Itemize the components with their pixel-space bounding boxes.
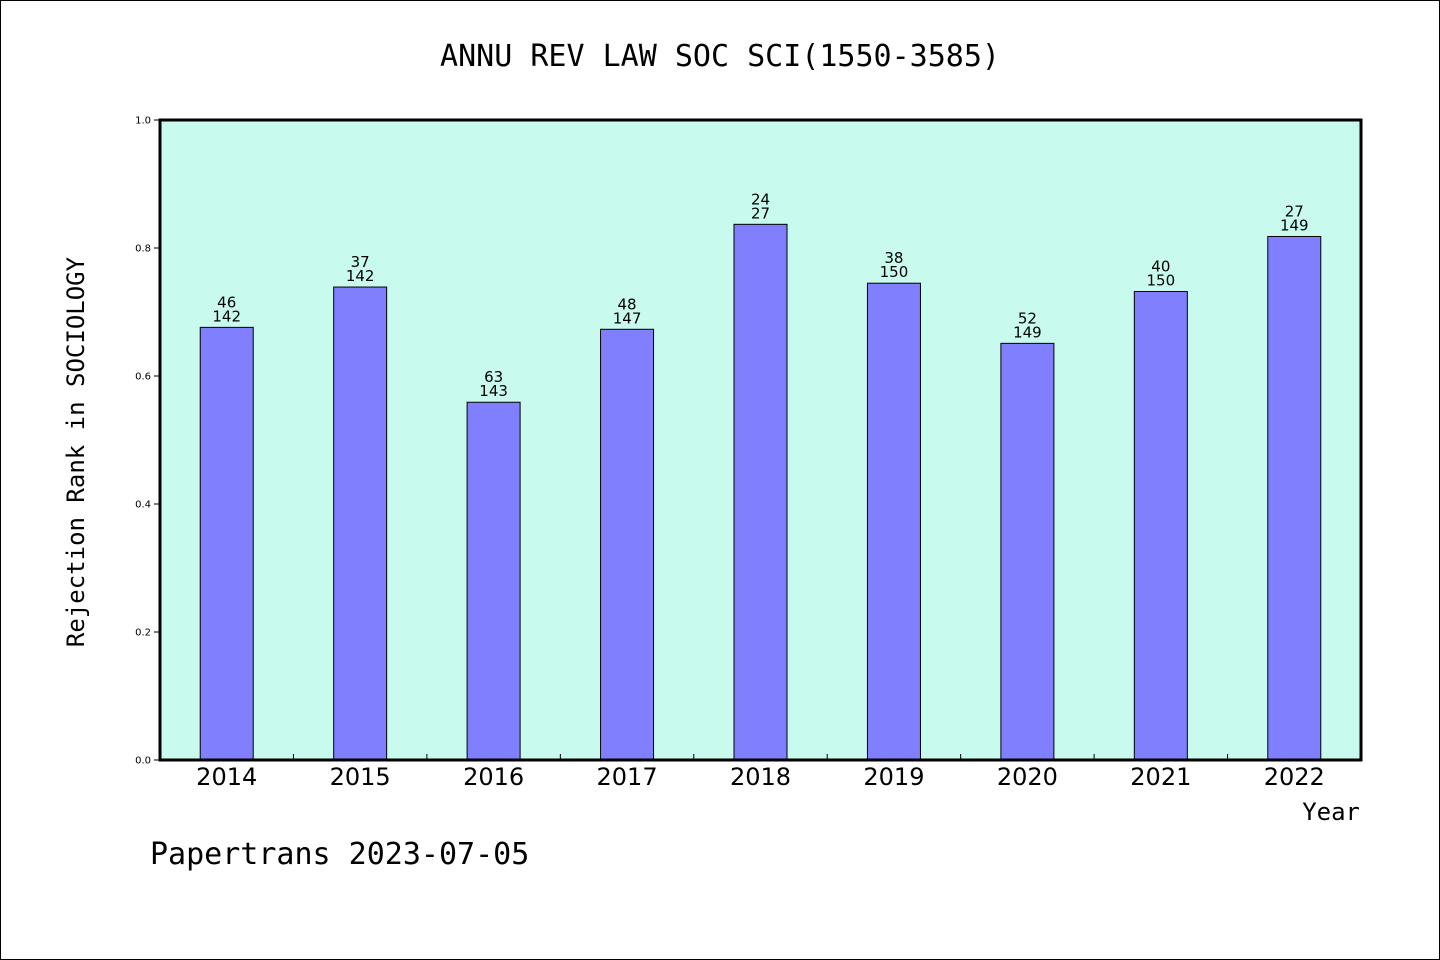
bar-rank-label: 63 [484,368,503,386]
bar-total-label: 27 [751,204,770,222]
bar-total-label: 149 [1280,216,1309,234]
bar [466,401,521,761]
x-tick-label: 2020 [997,763,1058,791]
bar [866,282,921,761]
x-tick-label: 2021 [1130,763,1191,791]
bar [1267,235,1322,761]
y-tick-label: 0.4 [135,500,151,511]
bar-rank-label: 37 [351,253,370,271]
x-tick-label: 2018 [730,763,791,791]
bar-rank-label: 40 [1151,258,1170,276]
bar-rank-label: 38 [884,249,903,267]
bar-rank-label: 27 [1285,202,1304,220]
bar-rank-label: 24 [751,190,770,208]
x-tick-label: 2022 [1264,763,1325,791]
bar [333,286,388,761]
bar-total-label: 149 [1013,323,1042,341]
bar [1133,291,1188,761]
y-tick-label: 0.2 [135,628,151,639]
bar-total-label: 142 [346,267,375,285]
bar [733,223,788,761]
plot-border [158,118,1363,762]
bar-total-label: 147 [613,309,642,327]
y-tick-label: 1.0 [135,116,151,127]
x-tick-label: 2016 [463,763,524,791]
y-tick-label: 0.0 [135,756,151,767]
bar-total-label: 143 [479,382,508,400]
x-axis: 2014 2015 2016 2017 2018 2019 2020 2021 2022 [196,754,1325,791]
y-axis: 0.0 0.2 0.4 0.6 0.8 1.0 [135,116,160,767]
x-tick-label: 2015 [330,763,391,791]
bar [1000,342,1055,761]
bar-total-label: 142 [212,307,241,325]
bar [600,328,655,761]
x-tick-label: 2017 [597,763,658,791]
x-tick-label: 2014 [196,763,257,791]
y-tick-label: 0.8 [135,244,151,255]
bar-rank-label: 52 [1018,309,1037,327]
y-axis-label: Rejection Rank in SOCIOLOGY [62,256,90,647]
bar-rank-label: 48 [618,295,637,313]
x-tick-label: 2019 [863,763,924,791]
bar-series: 4614237142631434814724273815052149401502… [199,190,1322,761]
bar-rank-label: 46 [217,293,236,311]
bar-total-label: 150 [1147,272,1176,290]
bar [199,326,254,761]
y-tick-label: 0.6 [135,372,151,383]
bar-total-label: 150 [880,263,909,281]
x-axis-label: Year [1302,798,1360,826]
chart-title: ANNU REV LAW SOC SCI(1550-3585) [440,39,1000,74]
footer-text: Papertrans 2023-07-05 [150,837,529,872]
